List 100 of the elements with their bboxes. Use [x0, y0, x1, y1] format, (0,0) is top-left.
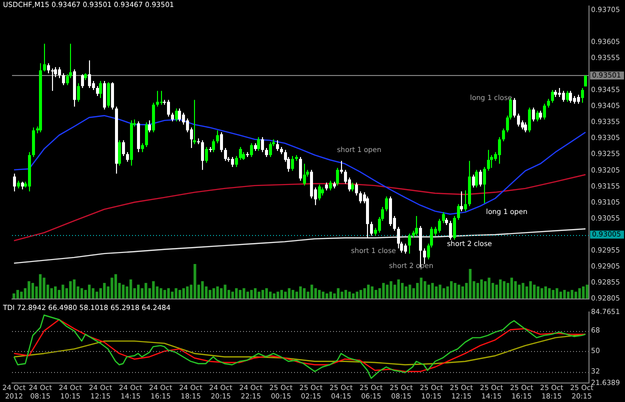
bar — [586, 284, 588, 299]
bar — [427, 284, 430, 299]
candlestick — [438, 218, 441, 234]
bar — [201, 281, 204, 299]
candlestick — [370, 221, 373, 236]
candlestick — [107, 82, 110, 108]
candlestick — [397, 226, 400, 249]
bar — [488, 278, 490, 299]
bar — [529, 281, 532, 299]
candlestick — [566, 90, 569, 102]
candlestick — [303, 163, 306, 186]
candlestick — [62, 72, 65, 86]
bar — [420, 278, 423, 299]
candlestick — [212, 138, 215, 153]
bar — [434, 286, 438, 299]
candlestick — [178, 108, 181, 122]
candlestick — [498, 136, 501, 164]
bar — [54, 286, 57, 299]
bar — [92, 288, 94, 299]
candlestick — [472, 174, 475, 188]
bar — [246, 292, 250, 299]
bar — [336, 288, 340, 299]
bar — [424, 281, 426, 299]
candlestick — [528, 107, 531, 133]
bar — [514, 281, 517, 299]
candlestick — [43, 43, 46, 72]
candlestick — [517, 113, 520, 128]
candlestick — [81, 74, 84, 89]
bar — [69, 281, 72, 299]
candlestick — [513, 97, 516, 118]
candlestick — [201, 140, 204, 170]
bar — [570, 290, 574, 299]
bar — [20, 292, 23, 299]
bar — [310, 284, 314, 299]
candlestick — [551, 89, 554, 104]
bar — [367, 284, 370, 299]
candlestick — [148, 120, 151, 133]
bar — [340, 292, 344, 299]
bar — [103, 282, 106, 299]
candlestick — [224, 148, 227, 162]
bar — [299, 286, 302, 299]
candlestick — [257, 136, 260, 152]
bar — [374, 290, 378, 299]
bar — [442, 288, 446, 299]
bar — [182, 288, 185, 299]
bar — [42, 278, 46, 299]
candlestick — [239, 146, 242, 160]
candlestick — [77, 82, 80, 102]
bar — [476, 282, 480, 299]
bar — [265, 288, 268, 299]
bar — [390, 281, 392, 299]
candlestick — [126, 152, 129, 162]
bar — [540, 288, 544, 299]
candlestick — [299, 156, 302, 182]
candlestick — [122, 140, 125, 157]
bar — [144, 282, 148, 299]
candlestick — [145, 122, 148, 148]
bar — [212, 288, 216, 299]
bar — [322, 292, 324, 299]
candlestick — [231, 156, 234, 168]
bar — [522, 282, 524, 299]
candlestick — [13, 173, 16, 192]
bar — [502, 281, 506, 299]
candlestick — [220, 132, 223, 153]
candlestick — [329, 180, 332, 191]
bar — [382, 282, 385, 299]
candlestick — [502, 128, 505, 142]
bar — [258, 292, 260, 299]
bar — [563, 290, 566, 299]
bar — [348, 292, 351, 299]
bar — [578, 288, 581, 299]
candlestick — [415, 216, 418, 236]
candlestick — [408, 233, 411, 254]
candlestick — [276, 140, 279, 152]
bar — [242, 288, 246, 299]
bar — [174, 288, 178, 299]
candlestick — [581, 88, 584, 104]
bar — [194, 264, 196, 299]
candlestick — [318, 184, 321, 201]
bar — [152, 281, 155, 299]
bar — [510, 278, 514, 299]
bar — [314, 288, 317, 299]
bar — [288, 288, 291, 299]
candlestick — [355, 182, 358, 196]
bar — [544, 286, 547, 299]
candlestick — [261, 136, 264, 153]
candlestick — [269, 142, 272, 158]
candlestick — [449, 220, 452, 240]
candlestick — [118, 140, 121, 166]
bar — [302, 288, 306, 299]
bar — [269, 292, 272, 299]
candlestick — [235, 156, 238, 168]
candlestick — [457, 204, 460, 220]
bar — [220, 288, 223, 299]
bar — [566, 292, 570, 299]
bar — [404, 286, 408, 299]
candlestick — [250, 142, 253, 158]
candlestick — [479, 169, 482, 188]
bar — [518, 284, 521, 299]
bar — [370, 286, 374, 299]
